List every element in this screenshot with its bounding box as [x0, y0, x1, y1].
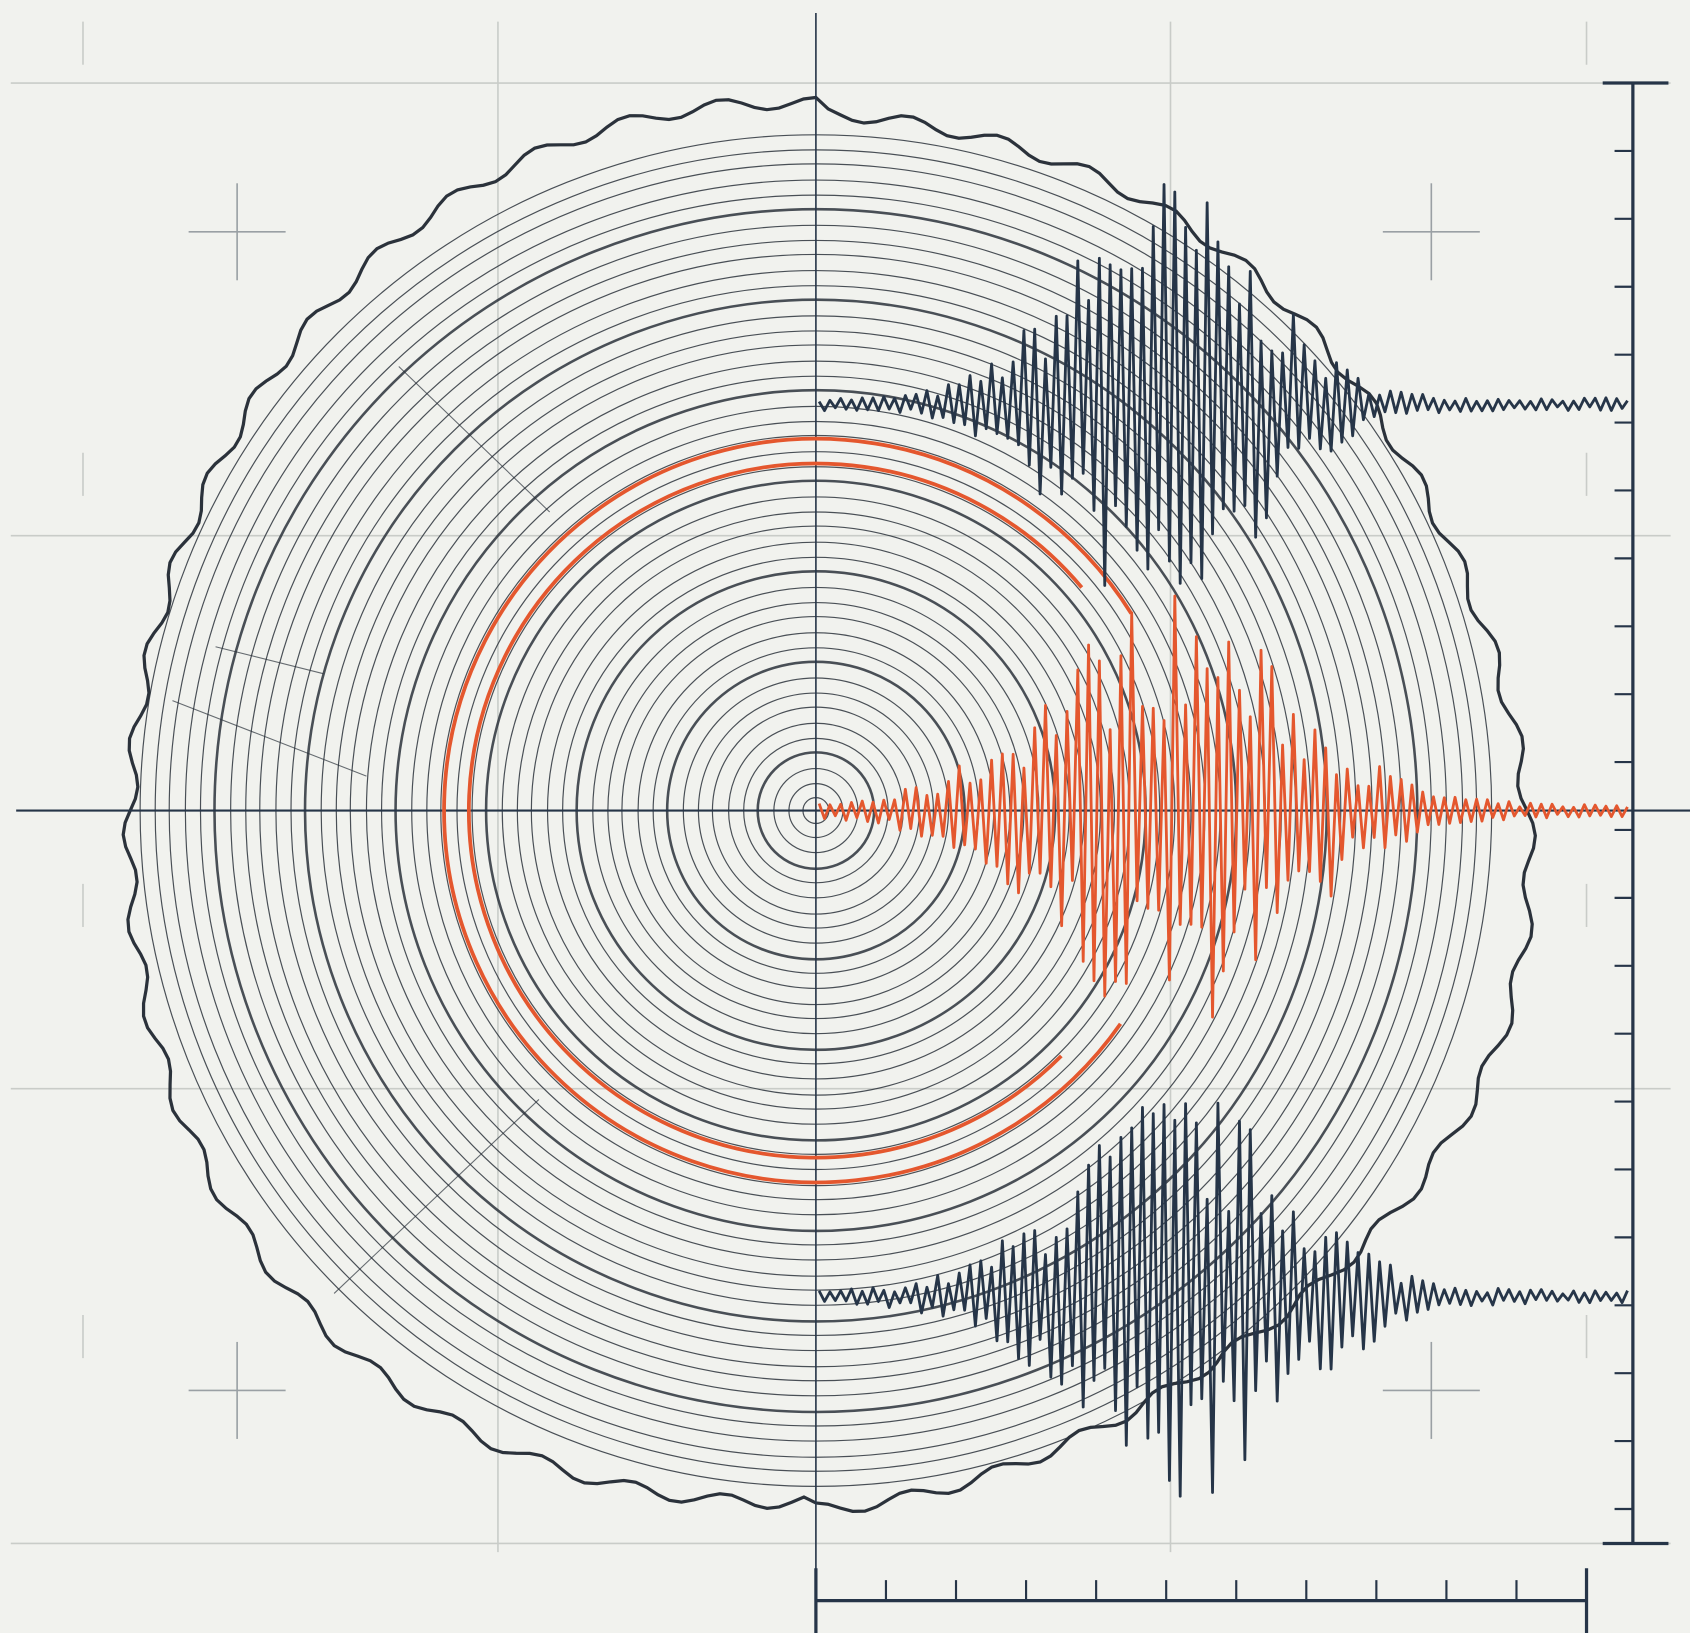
crack [398, 366, 551, 513]
seismogram [817, 594, 1629, 1019]
highlight-ring [466, 461, 1084, 1160]
crack [333, 1099, 540, 1294]
crack [172, 700, 367, 777]
highlight-ring [442, 436, 1133, 1185]
seismogram [817, 1101, 1629, 1498]
crack [215, 646, 324, 675]
seismogram [817, 183, 1629, 587]
